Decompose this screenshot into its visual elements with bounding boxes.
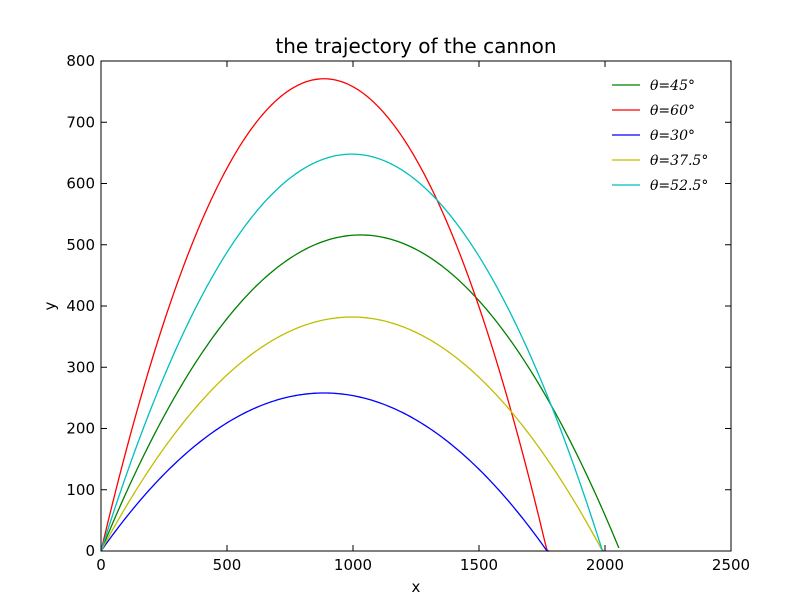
y-tick-label: 300 xyxy=(66,358,95,376)
x-tick-label: 0 xyxy=(96,556,106,574)
series-line-0 xyxy=(100,234,620,552)
series-line-2 xyxy=(100,392,549,552)
chart-title: the trajectory of the cannon xyxy=(275,34,556,58)
x-tick-label: 2000 xyxy=(586,556,624,574)
series-line-4 xyxy=(100,153,604,552)
plot-lines xyxy=(100,78,620,552)
legend-label: θ=30° xyxy=(650,128,695,144)
legend-label: θ=45° xyxy=(650,78,695,94)
y-tick-label: 100 xyxy=(66,481,95,499)
x-tick-label: 2500 xyxy=(712,556,750,574)
y-tick-label: 800 xyxy=(66,52,95,70)
legend-label: θ=37.5° xyxy=(650,153,708,169)
y-tick-label: 0 xyxy=(85,542,95,560)
x-tick-label: 1500 xyxy=(460,556,498,574)
y-tick-label: 700 xyxy=(66,113,95,131)
x-tick-label: 1000 xyxy=(334,556,372,574)
legend-label: θ=60° xyxy=(650,103,695,119)
axis-ticks: 0 500 1000 1500 2000 2500 0 100 200 300 400 500 600 7… xyxy=(66,52,750,574)
y-tick-label: 500 xyxy=(66,236,95,254)
y-tick-label: 400 xyxy=(66,297,95,315)
y-tick-label: 600 xyxy=(66,175,95,193)
series-line-1 xyxy=(100,78,550,552)
series-line-3 xyxy=(100,316,605,552)
y-tick-label: 200 xyxy=(66,420,95,438)
x-axis-label: x xyxy=(412,578,421,596)
y-axis-label: y xyxy=(41,301,59,310)
legend: θ=45° θ=60° θ=30° θ=37.5° θ=52.5° xyxy=(612,78,708,194)
legend-label: θ=52.5° xyxy=(650,178,708,194)
x-tick-label: 500 xyxy=(213,556,242,574)
